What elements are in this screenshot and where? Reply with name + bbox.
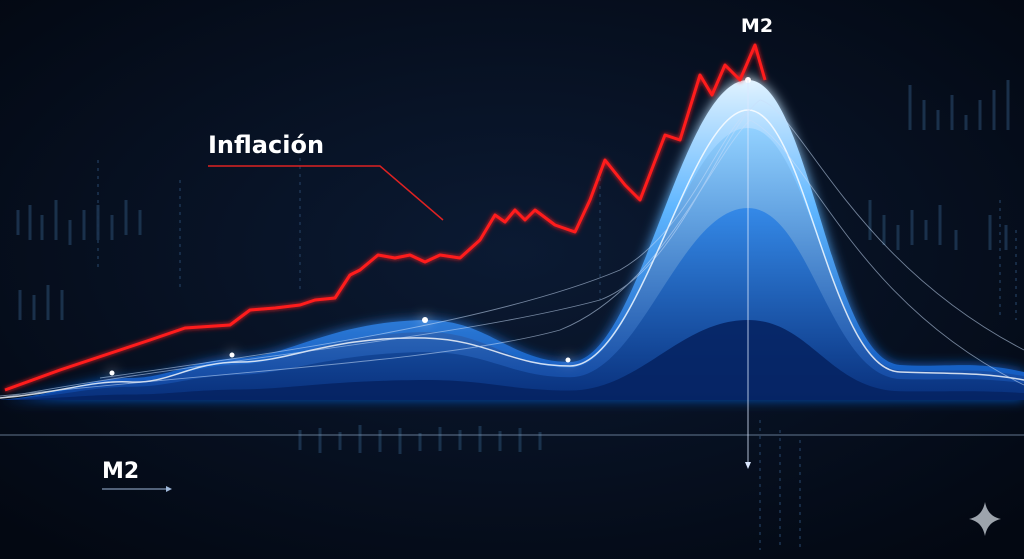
sparkle-icon bbox=[969, 502, 1001, 536]
inflation-line bbox=[4, 43, 767, 392]
m2-wave bbox=[0, 80, 1024, 400]
inflation-label: Inflación bbox=[208, 131, 324, 159]
glow-dots bbox=[109, 77, 751, 376]
m2-axis-label: M2 bbox=[102, 459, 139, 484]
m2-peak-label: M2 bbox=[741, 15, 773, 37]
background-dots bbox=[97, 150, 1017, 550]
inflation-pointer bbox=[208, 165, 444, 221]
thin-curves bbox=[0, 99, 1024, 399]
wave-line bbox=[0, 109, 1024, 399]
wave-layer bbox=[0, 320, 1024, 400]
m2-axis-arrowhead bbox=[166, 486, 172, 492]
background-bars bbox=[16, 80, 1010, 454]
marker-arrow bbox=[745, 462, 751, 469]
